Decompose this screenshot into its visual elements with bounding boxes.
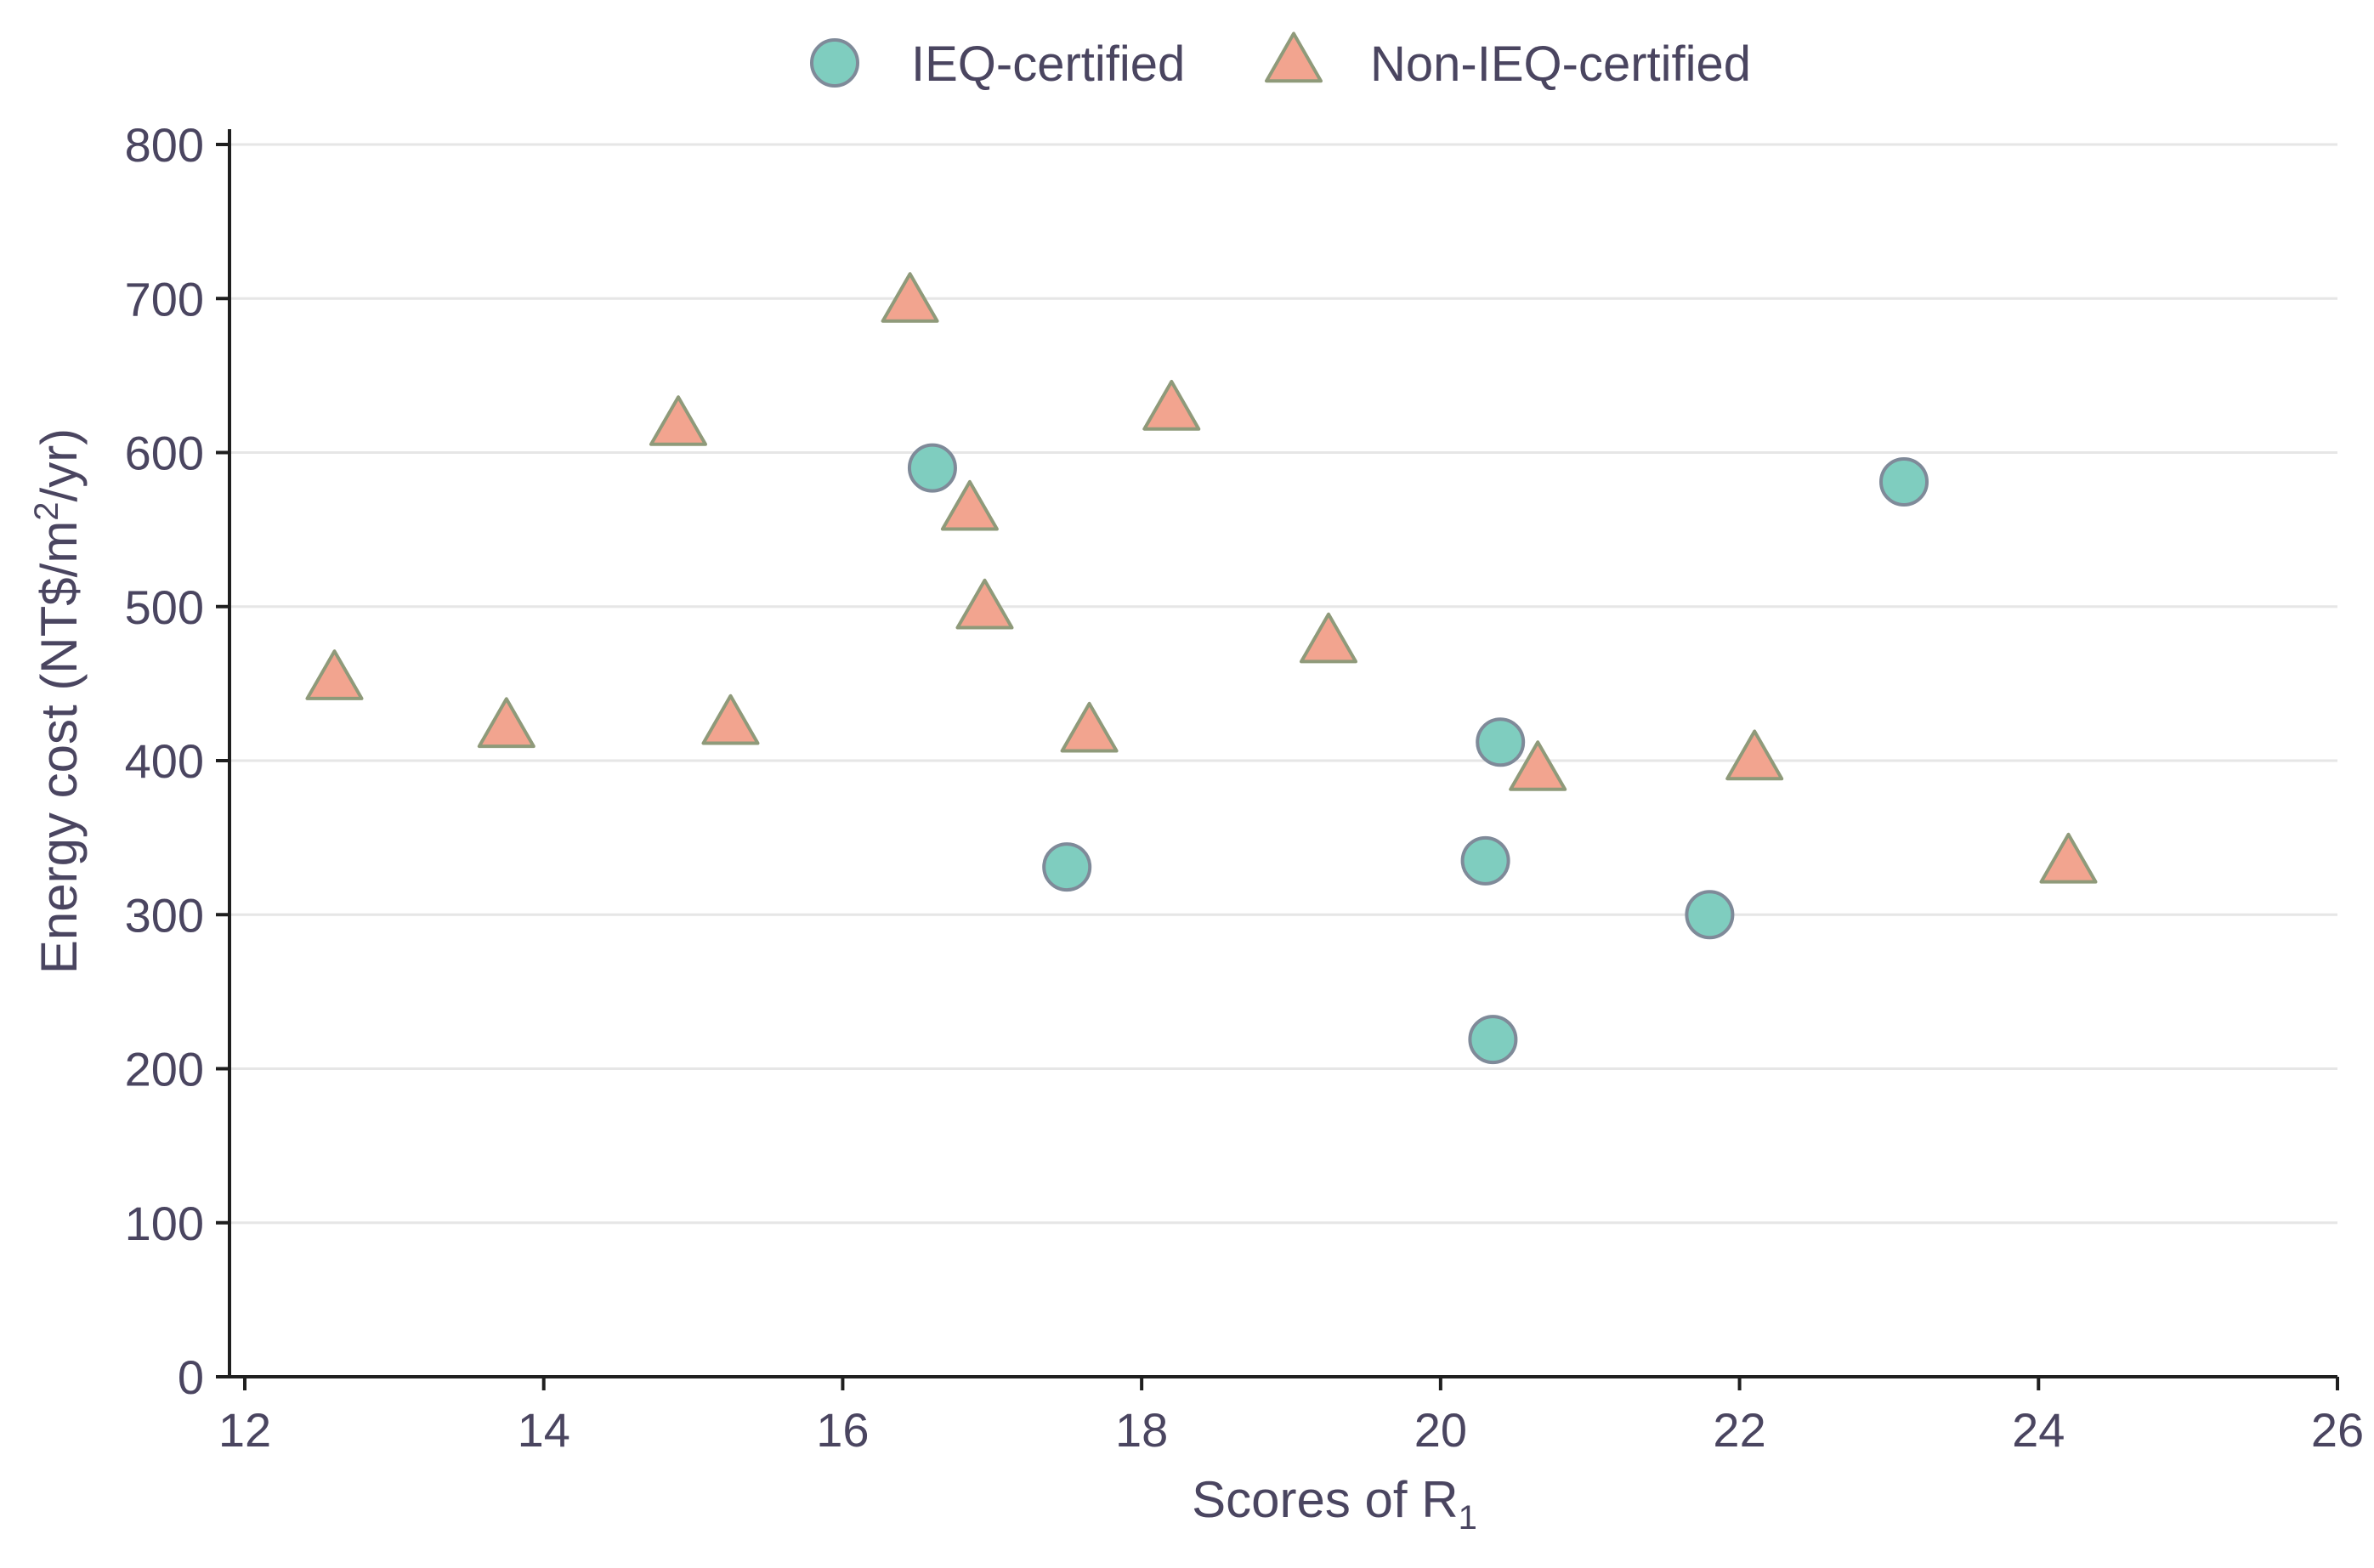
y-axis-title: Energy cost (NT$/m2/yr): [28, 428, 88, 974]
y-tick-label-500: 500: [125, 580, 204, 634]
y-tick-label-100: 100: [125, 1197, 204, 1250]
x-tick-label-20: 20: [1414, 1403, 1467, 1457]
point-non-ieq-11: [1725, 729, 1784, 781]
y-tick-label-600: 600: [125, 427, 204, 480]
point-non-ieq-4: [881, 272, 939, 323]
point-ieq-6: [1879, 456, 1929, 507]
point-non-ieq-1: [477, 697, 535, 749]
y-axis-title-suffix: /yr): [31, 428, 88, 502]
ticks: 0 100 200 300 400 500 600 700 800 12 14 16 18 20 22 24 2…: [125, 118, 2365, 1457]
x-tick-label-16: 16: [816, 1403, 869, 1457]
y-axis-title-main: Energy cost (NT$/m: [31, 521, 88, 974]
y-axis-title-superscript: 2: [28, 501, 65, 520]
point-ieq-4: [1468, 1015, 1518, 1065]
y-tick-label-700: 700: [125, 272, 204, 325]
y-tick-label-400: 400: [125, 734, 204, 788]
y-tick-label-0: 0: [178, 1350, 204, 1404]
y-tick-label-800: 800: [125, 118, 204, 172]
x-tick-label-18: 18: [1115, 1403, 1168, 1457]
axes: [228, 129, 2337, 1378]
x-axis-title-main: Scores of R: [1192, 1471, 1458, 1528]
x-tick-label-24: 24: [2012, 1403, 2065, 1457]
point-non-ieq-12: [2039, 832, 2098, 884]
x-axis-title: Scores of R1: [1192, 1471, 1477, 1537]
point-non-ieq-9: [1300, 612, 1357, 664]
x-tick-label-14: 14: [518, 1403, 570, 1457]
point-non-ieq-6: [955, 578, 1014, 630]
x-tick-label-26: 26: [2311, 1403, 2364, 1457]
x-tick-label-22: 22: [1713, 1403, 1765, 1457]
point-non-ieq-0: [305, 649, 364, 700]
point-ieq-2: [1460, 835, 1510, 886]
point-non-ieq-8: [1142, 380, 1201, 431]
legend: IEQ-certified Non-IEQ-certified: [810, 31, 1751, 92]
legend-non-ieq-marker: [1265, 31, 1323, 83]
point-ieq-0: [907, 443, 957, 493]
legend-non-ieq-label: Non-IEQ-certified: [1370, 37, 1751, 92]
point-ieq-5: [1685, 890, 1735, 940]
point-ieq-3: [1476, 717, 1526, 767]
x-tick-label-12: 12: [218, 1403, 271, 1457]
point-ieq-1: [1042, 842, 1092, 892]
y-tick-label-200: 200: [125, 1043, 204, 1096]
x-axis-title-subscript: 1: [1459, 1499, 1477, 1537]
y-tick-label-300: 300: [125, 888, 204, 942]
point-non-ieq-2: [649, 395, 707, 446]
legend-ieq-label: IEQ-certified: [911, 37, 1185, 92]
grid: [229, 143, 2337, 1225]
legend-ieq-marker: [810, 38, 859, 88]
point-non-ieq-10: [1509, 740, 1567, 791]
point-non-ieq-3: [701, 693, 760, 745]
data-points: [305, 272, 2098, 1065]
point-non-ieq-5: [940, 479, 999, 531]
point-non-ieq-7: [1060, 701, 1119, 753]
